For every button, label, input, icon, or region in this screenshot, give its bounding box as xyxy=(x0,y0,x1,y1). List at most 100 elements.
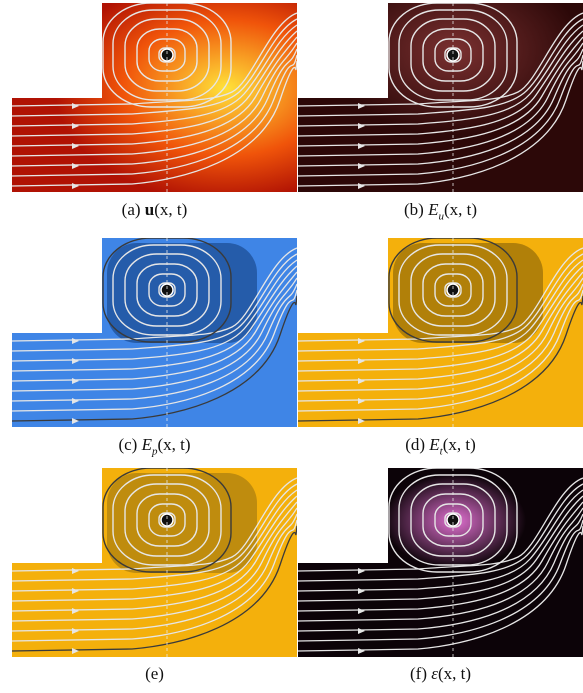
flow-field-e xyxy=(12,468,297,657)
streamline xyxy=(298,483,583,582)
caption-label: (d) xyxy=(405,435,430,454)
streamline xyxy=(298,519,583,642)
caption-symbol: u xyxy=(144,200,155,219)
streamline xyxy=(12,525,297,652)
caption-b: (b) Eu(x, t) xyxy=(298,200,583,222)
streamline xyxy=(298,42,583,157)
panel-a xyxy=(12,3,297,192)
streamline xyxy=(12,247,297,342)
streamline xyxy=(298,277,583,392)
flow-arrow xyxy=(72,123,79,129)
flow-field-c xyxy=(12,238,297,427)
flow-arrow xyxy=(72,183,79,189)
vortex-center xyxy=(160,513,174,527)
flow-arrow xyxy=(72,338,79,344)
flow-arrow xyxy=(72,568,79,574)
flow-arrow xyxy=(72,418,79,424)
panel-f xyxy=(298,468,583,657)
caption-symbol: E xyxy=(141,435,152,454)
flow-arrow xyxy=(358,648,365,654)
caption-symbol: E xyxy=(428,200,439,219)
streamline xyxy=(298,36,583,147)
flow-arrow xyxy=(72,358,79,364)
streamline xyxy=(12,42,297,157)
streamline xyxy=(298,295,583,422)
streamline xyxy=(298,265,583,372)
vortex-center xyxy=(446,283,460,297)
streamline xyxy=(12,507,297,622)
vortex-ring xyxy=(124,18,210,92)
caption-a: (a) u(x, t) xyxy=(12,200,297,222)
vortex-ring xyxy=(410,253,496,327)
streamline xyxy=(12,483,297,582)
vortex-ring xyxy=(444,47,462,63)
streamline xyxy=(298,501,583,612)
streamline xyxy=(12,12,297,107)
caption-label: (c) xyxy=(118,435,142,454)
streamline xyxy=(298,271,583,382)
caption-subscript: u xyxy=(438,210,444,223)
vortex-ring xyxy=(444,282,462,298)
streamline xyxy=(298,60,583,187)
vortex-ring xyxy=(158,282,176,298)
flow-field-f xyxy=(298,468,583,657)
streamline xyxy=(12,513,297,632)
caption-label: (e) xyxy=(145,664,164,683)
flow-arrow xyxy=(358,418,365,424)
flow-arrow xyxy=(358,163,365,169)
flow-arrow xyxy=(358,143,365,149)
flow-arrow xyxy=(72,588,79,594)
vortex-ring xyxy=(158,47,176,63)
caption-f: (f) ε(x, t) xyxy=(298,664,583,686)
streamline xyxy=(298,477,583,572)
caption-subscript: t xyxy=(439,445,443,458)
vortex-ring xyxy=(410,18,496,92)
flow-arrow xyxy=(358,588,365,594)
flow-arrow xyxy=(72,648,79,654)
flow-arrow xyxy=(72,378,79,384)
caption-label: (a) xyxy=(121,200,145,219)
streamline xyxy=(12,60,297,187)
caption-label: (b) xyxy=(403,200,429,219)
streamline xyxy=(12,253,297,352)
panel-b xyxy=(298,3,583,192)
flow-arrow xyxy=(72,163,79,169)
flow-arrow xyxy=(358,338,365,344)
flow-arrow xyxy=(72,143,79,149)
flow-arrow xyxy=(72,398,79,404)
streamline xyxy=(298,54,583,177)
vortex-ring xyxy=(444,512,462,528)
streamline xyxy=(298,495,583,602)
flow-arrow xyxy=(358,183,365,189)
flow-arrow xyxy=(72,608,79,614)
flow-field-a xyxy=(12,3,297,192)
flow-field-d xyxy=(298,238,583,427)
streamline xyxy=(12,271,297,382)
flow-arrow xyxy=(72,103,79,109)
streamline xyxy=(12,283,297,402)
streamline xyxy=(298,18,583,117)
caption-c: (c) Ep(x, t) xyxy=(12,435,297,457)
caption-args: (x, t) xyxy=(157,435,191,454)
streamline xyxy=(298,489,583,592)
vortex-ring xyxy=(124,253,210,327)
streamline xyxy=(298,247,583,342)
streamline xyxy=(12,54,297,177)
streamline xyxy=(12,495,297,602)
flow-arrow xyxy=(358,628,365,634)
streamline xyxy=(12,265,297,372)
flow-arrow xyxy=(358,358,365,364)
flow-arrow xyxy=(358,608,365,614)
panel-c xyxy=(12,238,297,427)
flow-arrow xyxy=(358,568,365,574)
panel-d xyxy=(298,238,583,427)
caption-args: (x, t) xyxy=(154,200,188,219)
caption-subscript: p xyxy=(151,445,158,458)
caption-d: (d) Et(x, t) xyxy=(298,435,583,457)
streamline xyxy=(298,12,583,107)
streamline xyxy=(298,289,583,412)
streamline xyxy=(12,48,297,167)
streamline xyxy=(12,477,297,572)
flow-arrow xyxy=(358,123,365,129)
caption-label: (f) xyxy=(410,664,432,683)
